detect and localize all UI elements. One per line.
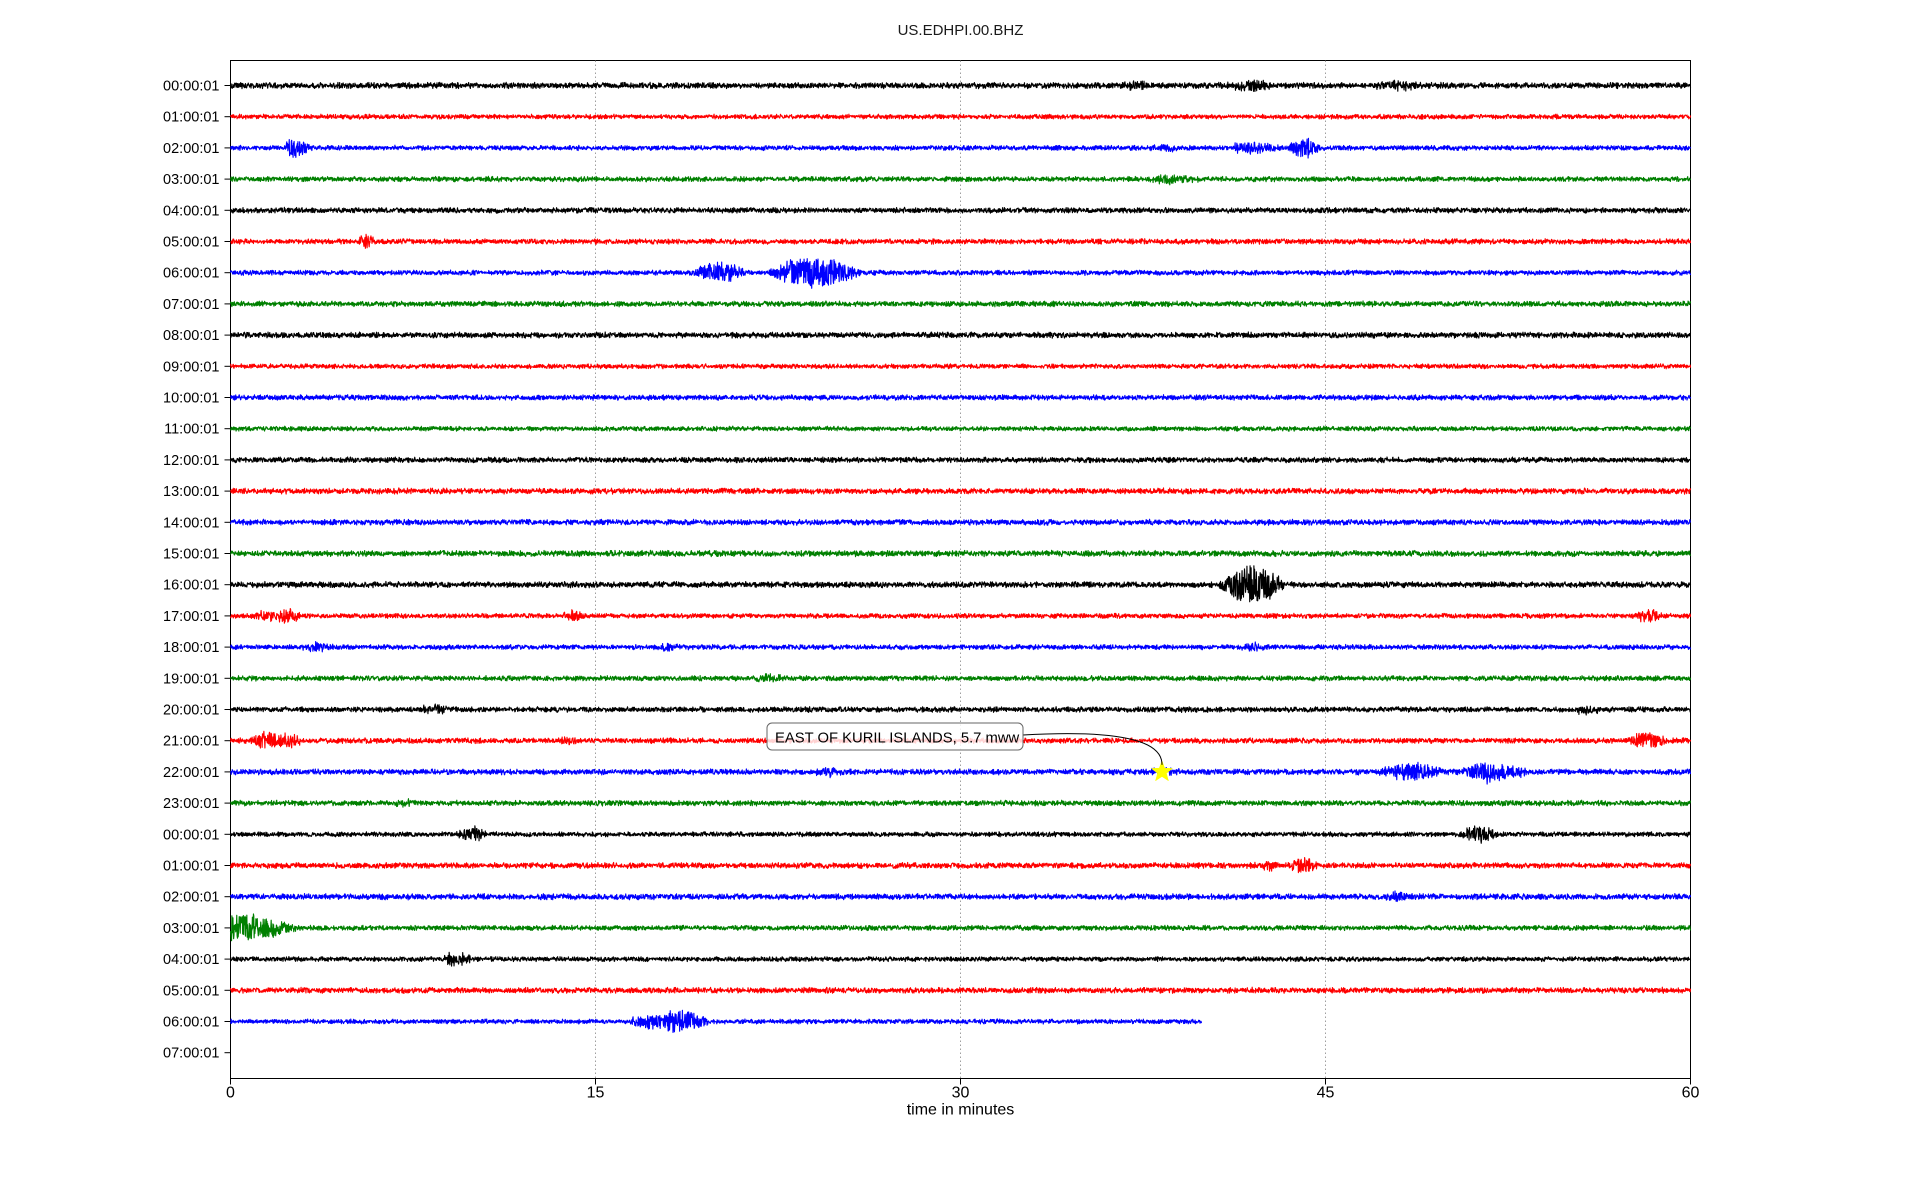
svg-text:13:00:01: 13:00:01	[163, 484, 219, 500]
svg-text:17:00:01: 17:00:01	[163, 609, 219, 625]
svg-text:02:00:01: 02:00:01	[163, 141, 219, 157]
svg-text:06:00:01: 06:00:01	[163, 1015, 219, 1031]
svg-text:EAST OF KURIL ISLANDS, 5.7 mww: EAST OF KURIL ISLANDS, 5.7 mww	[775, 731, 1020, 747]
svg-text:00:00:01: 00:00:01	[163, 79, 219, 95]
svg-text:04:00:01: 04:00:01	[163, 203, 219, 219]
svg-text:05:00:01: 05:00:01	[163, 983, 219, 999]
svg-text:06:00:01: 06:00:01	[163, 266, 219, 282]
svg-text:16:00:01: 16:00:01	[163, 578, 219, 594]
svg-text:11:00:01: 11:00:01	[164, 422, 219, 438]
svg-text:04:00:01: 04:00:01	[163, 952, 219, 968]
svg-text:07:00:01: 07:00:01	[163, 1046, 219, 1062]
svg-text:0: 0	[226, 1085, 235, 1102]
svg-text:19:00:01: 19:00:01	[163, 671, 219, 687]
svg-text:20:00:01: 20:00:01	[163, 703, 219, 719]
svg-text:14:00:01: 14:00:01	[163, 515, 219, 531]
svg-text:21:00:01: 21:00:01	[163, 734, 219, 750]
svg-text:22:00:01: 22:00:01	[163, 765, 219, 781]
svg-text:09:00:01: 09:00:01	[163, 359, 219, 375]
svg-text:time in minutes: time in minutes	[907, 1102, 1015, 1119]
svg-text:03:00:01: 03:00:01	[163, 921, 219, 937]
svg-text:08:00:01: 08:00:01	[163, 328, 219, 344]
svg-text:45: 45	[1317, 1085, 1335, 1102]
svg-text:18:00:01: 18:00:01	[163, 640, 219, 656]
svg-text:03:00:01: 03:00:01	[163, 172, 219, 188]
svg-text:23:00:01: 23:00:01	[163, 796, 219, 812]
svg-text:15: 15	[587, 1085, 605, 1102]
svg-text:02:00:01: 02:00:01	[163, 890, 219, 906]
svg-text:10:00:01: 10:00:01	[163, 391, 219, 407]
svg-text:07:00:01: 07:00:01	[163, 297, 219, 313]
svg-text:15:00:01: 15:00:01	[163, 547, 219, 563]
svg-text:30: 30	[952, 1085, 970, 1102]
svg-text:00:00:01: 00:00:01	[163, 827, 219, 843]
svg-text:US.EDHPI.00.BHZ: US.EDHPI.00.BHZ	[898, 22, 1024, 39]
svg-text:01:00:01: 01:00:01	[163, 859, 219, 875]
svg-text:05:00:01: 05:00:01	[163, 235, 219, 251]
svg-text:01:00:01: 01:00:01	[163, 110, 219, 126]
svg-text:12:00:01: 12:00:01	[163, 453, 219, 469]
svg-text:60: 60	[1682, 1085, 1700, 1102]
